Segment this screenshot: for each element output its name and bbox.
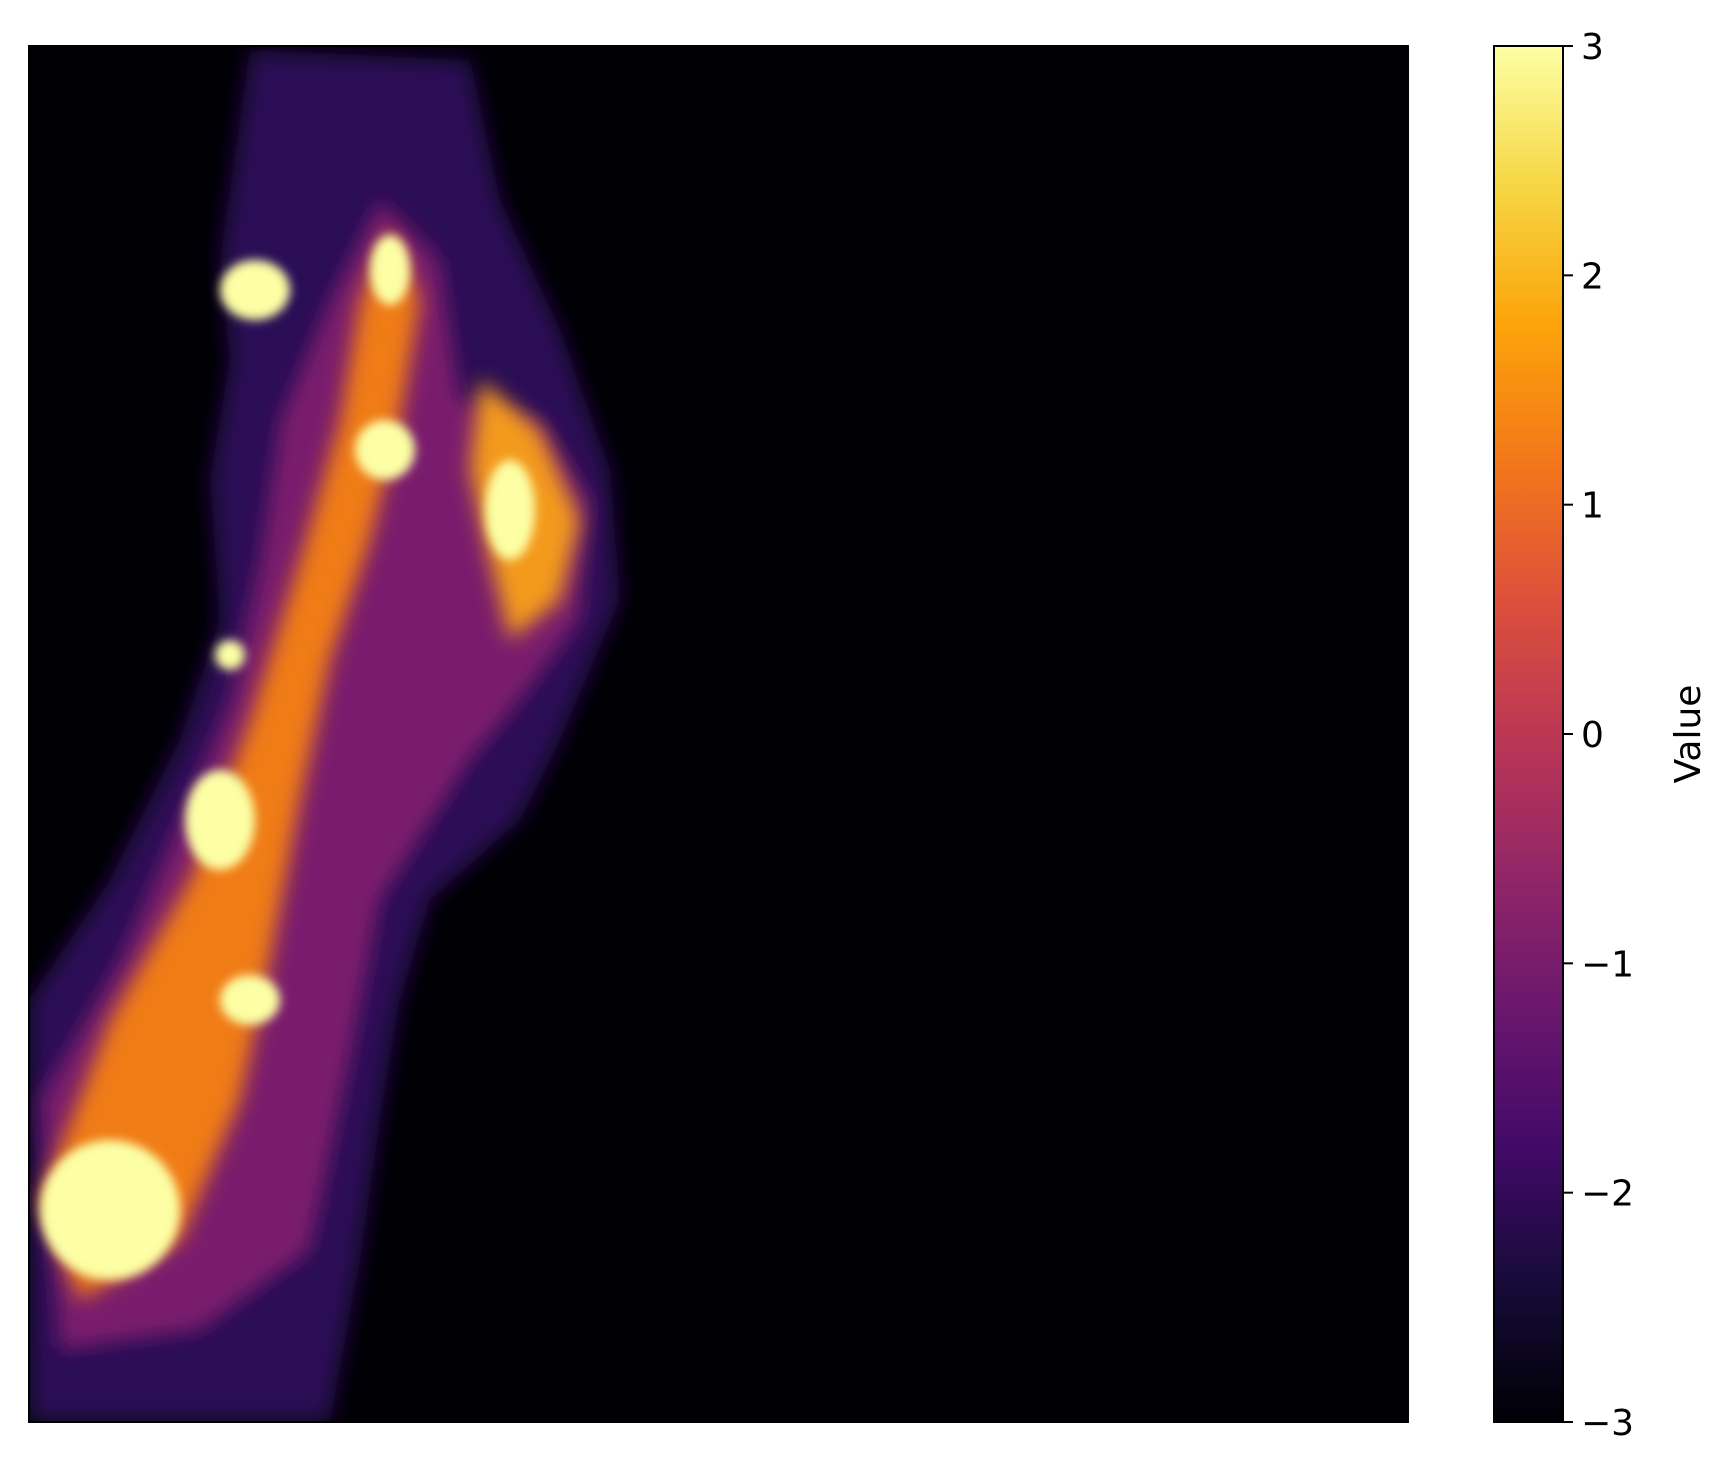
colorbar-tick-label: 0 bbox=[1581, 715, 1604, 756]
colorbar-tick-label: −3 bbox=[1581, 1403, 1634, 1444]
peak-mid bbox=[185, 770, 255, 870]
terrain-high-layer bbox=[40, 230, 420, 1300]
heatmap-axes bbox=[28, 45, 1409, 1423]
colorbar-tick-label: 2 bbox=[1581, 256, 1604, 297]
peak-north bbox=[370, 235, 410, 305]
colorbar-gradient bbox=[1493, 45, 1564, 1423]
peak-south bbox=[40, 1140, 180, 1280]
peak-east bbox=[485, 460, 535, 560]
colorbar-tick-label: 1 bbox=[1581, 486, 1604, 527]
heatmap-terrain bbox=[29, 50, 620, 1422]
peak-west bbox=[215, 640, 245, 670]
peak-south-mid bbox=[220, 975, 280, 1025]
colorbar-tick-label: 3 bbox=[1581, 27, 1604, 68]
colorbar-ticks: 3 2 1 0 −1 −2 −3 bbox=[1563, 27, 1634, 1444]
colorbar-tick-label: −1 bbox=[1581, 944, 1634, 985]
colorbar: 3 2 1 0 −1 −2 −3 Value bbox=[1493, 27, 1709, 1444]
peak-north-west bbox=[220, 260, 290, 320]
peak-central bbox=[355, 420, 415, 480]
colorbar-label: Value bbox=[1668, 685, 1709, 784]
terrain-peaks bbox=[40, 235, 535, 1280]
colorbar-tick-label: −2 bbox=[1581, 1174, 1634, 1215]
heatmap-frame bbox=[28, 45, 1409, 1423]
